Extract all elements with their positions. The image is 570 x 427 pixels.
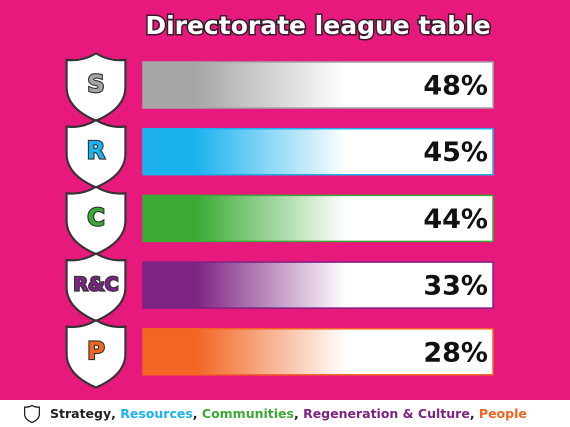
bar [142, 261, 494, 309]
title: Directorate league table [145, 11, 490, 40]
value-label: 45% [423, 137, 488, 168]
badge-label: R [87, 137, 105, 165]
legend-separator: , [469, 406, 479, 421]
legend-item: Strategy [50, 406, 112, 421]
badge-label: P [87, 337, 105, 365]
bar [142, 328, 494, 376]
legend-item: Communities [201, 406, 294, 421]
bar [142, 61, 494, 109]
bar [142, 127, 494, 176]
shield [65, 319, 127, 389]
value-label: 28% [423, 337, 488, 368]
legend-item: Regeneration & Culture [303, 406, 470, 421]
bar [142, 194, 494, 243]
value-label: 33% [423, 271, 488, 302]
legend-separator: , [293, 406, 304, 421]
badge-label: R&C [73, 274, 118, 296]
value-label: 44% [423, 204, 488, 235]
value-label: 48% [423, 71, 488, 102]
legend-separator: , [192, 406, 202, 421]
legend: Strategy, Resources, Communities, Regene… [0, 400, 570, 427]
badge-label: C [87, 203, 105, 231]
legend-shield [24, 404, 40, 423]
legend-item: Resources [120, 406, 193, 421]
badge-label: S [87, 70, 104, 98]
legend-item: People [478, 406, 527, 421]
legend-separator: , [111, 406, 121, 421]
infographic: Directorate league table S 48% R 45% C 44% R&C… [65, 10, 494, 389]
